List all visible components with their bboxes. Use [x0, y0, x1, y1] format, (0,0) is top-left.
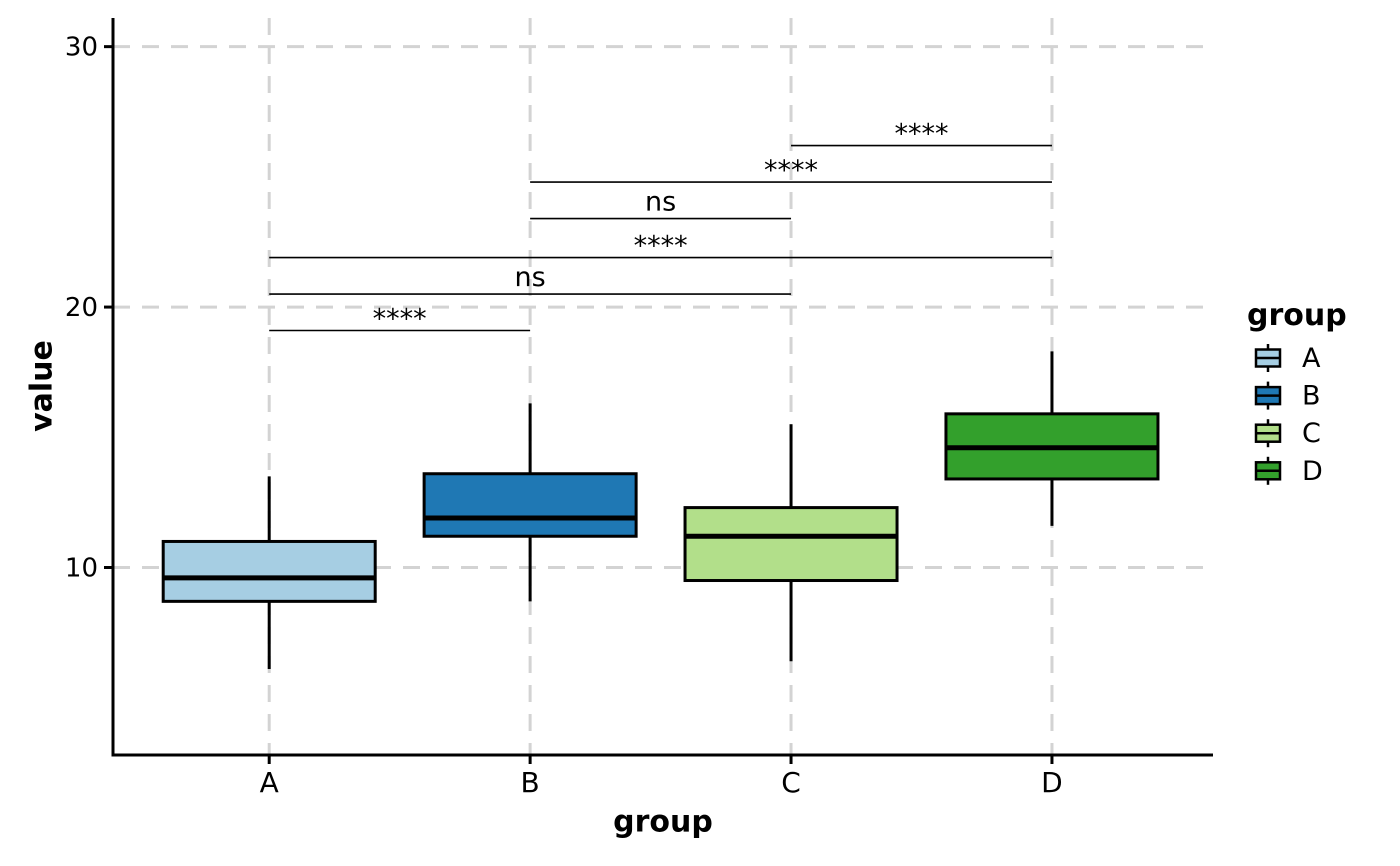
legend-item-label-A: A — [1302, 343, 1321, 374]
y-tick-label-20: 20 — [65, 293, 98, 323]
box-B — [422, 472, 638, 538]
y-tick-label-10: 10 — [65, 553, 98, 583]
legend-title: group — [1247, 298, 1347, 333]
bracket-label-C-D: **** — [895, 119, 949, 150]
bracket-label-B-D: **** — [764, 155, 818, 186]
box-C — [683, 506, 899, 583]
legend-item-label-B: B — [1302, 381, 1321, 412]
y-axis-title: value — [24, 340, 60, 432]
y-tick-label-30: 30 — [65, 33, 98, 63]
bracket-label-A-C: ns — [515, 262, 546, 293]
bracket-label-A-B: **** — [373, 304, 427, 335]
x-tick-label-D: D — [1041, 766, 1063, 799]
legend-item-label-D: D — [1302, 456, 1323, 487]
legend-item-label-C: C — [1302, 418, 1321, 449]
x-axis-title: group — [613, 804, 713, 840]
bracket-label-B-C: ns — [645, 187, 676, 218]
bracket-label-A-D: **** — [634, 231, 688, 262]
x-tick-label-A: A — [260, 766, 279, 799]
x-tick-label-C: C — [781, 766, 801, 799]
x-tick-label-B: B — [521, 766, 540, 799]
box-A — [161, 539, 377, 603]
